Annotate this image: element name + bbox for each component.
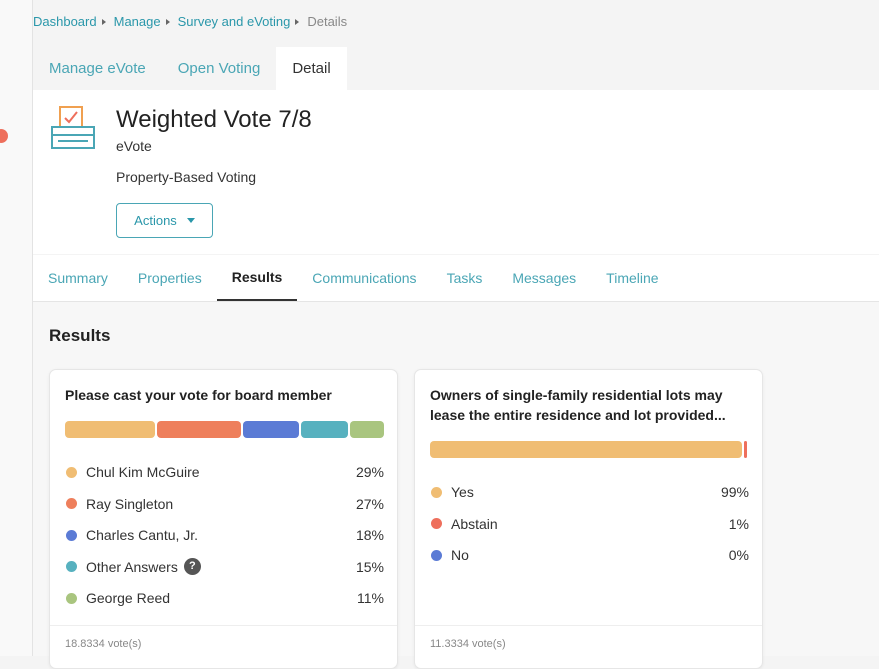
vote-count: 11.3334 vote(s) — [430, 638, 506, 650]
result-card: Please cast your vote for board member Ch… — [49, 369, 398, 669]
vote-type: eVote — [116, 138, 152, 154]
option-name: Yes — [451, 484, 474, 500]
breadcrumb-separator — [295, 18, 300, 25]
sub-tab[interactable]: Tasks — [446, 270, 483, 286]
actions-button[interactable]: Actions — [116, 203, 213, 238]
option-row: Yes 99% — [430, 482, 749, 502]
bar-segment — [301, 421, 348, 438]
option-row: Other Answers? 15% — [65, 557, 384, 577]
card-divider — [50, 625, 397, 626]
top-tab[interactable]: Manage eVote — [49, 60, 146, 77]
breadcrumb-item[interactable]: Dashboard — [33, 14, 106, 29]
legend-dot — [431, 486, 442, 498]
option-percent: 0% — [728, 547, 749, 564]
notification-dot — [0, 129, 8, 143]
legend-dot — [66, 592, 77, 604]
actions-label: Actions — [134, 213, 177, 228]
top-tab[interactable]: Open Voting — [177, 60, 261, 77]
breadcrumb: Dashboard Manage Survey and eVoting Details — [33, 14, 355, 29]
header-panel: Weighted Vote 7/8 eVote Property-Based V… — [33, 90, 879, 254]
option-name: Charles Cantu, Jr. — [86, 527, 199, 544]
option-name: Ray Singleton — [86, 495, 174, 512]
breadcrumb-text: Details — [307, 14, 348, 29]
sub-tab[interactable]: Results — [216, 255, 298, 301]
option-name: Chul Kim McGuire — [86, 464, 200, 480]
help-icon[interactable]: ? — [183, 558, 201, 576]
option-row: No 0% — [430, 545, 749, 565]
option-percent: 29% — [355, 464, 384, 480]
sub-tab[interactable]: Properties — [137, 270, 202, 286]
breadcrumb-item: Details — [307, 14, 347, 29]
option-percent: 18% — [355, 527, 384, 544]
breadcrumb-item[interactable]: Manage — [114, 14, 170, 29]
vote-title: Weighted Vote 7/8 — [116, 106, 312, 133]
bar-segment — [243, 421, 300, 438]
sub-tab[interactable]: Communications — [312, 270, 417, 286]
option-row: Abstain 1% — [430, 514, 749, 534]
option-percent: 11% — [357, 590, 384, 607]
breadcrumb-separator — [101, 18, 106, 25]
breadcrumb-separator — [165, 18, 170, 25]
option-percent: 27% — [355, 495, 384, 512]
sidebar — [0, 0, 33, 656]
sub-tabs: Summary Properties Results Communications Ta… — [33, 255, 879, 302]
card-divider — [415, 625, 762, 626]
option-percent: 15% — [355, 558, 384, 575]
vote-category: Property-Based Voting — [116, 169, 257, 185]
results-heading: Results — [49, 326, 111, 345]
ballot-icon — [51, 106, 95, 149]
legend-dot — [431, 518, 442, 530]
option-row: Chul Kim McGuire 29% — [65, 462, 384, 482]
dropdown-caret — [186, 218, 195, 223]
sub-tab[interactable]: Timeline — [606, 270, 659, 286]
option-percent: 99% — [720, 484, 749, 500]
breadcrumb-text: Dashboard — [33, 14, 97, 29]
legend-dot — [66, 466, 77, 478]
legend-dot — [66, 561, 77, 573]
question: Owners of single-family residential lots… — [430, 387, 726, 423]
option-name: No — [451, 547, 469, 564]
vote-count: 18.8334 vote(s) — [65, 638, 142, 650]
option-name: Abstain — [451, 515, 498, 532]
sub-tab[interactable]: Messages — [512, 270, 577, 286]
bar-segment — [349, 421, 384, 438]
bar-segment — [157, 421, 242, 438]
result-card: Owners of single-family residential lots… — [414, 369, 763, 669]
option-row: Ray Singleton 27% — [65, 494, 384, 514]
legend-dot — [66, 498, 77, 510]
option-row: George Reed 11% — [65, 588, 384, 608]
option-name: George Reed — [86, 590, 171, 607]
bar-segment — [430, 441, 742, 458]
bar-segment — [743, 441, 747, 458]
breadcrumb-text: Survey and eVoting — [177, 14, 291, 29]
legend-dot — [66, 529, 77, 541]
option-percent: 1% — [728, 515, 749, 532]
question: Please cast your vote for board member — [65, 387, 332, 403]
option-name: Other Answers — [86, 558, 178, 575]
top-tab[interactable]: Detail — [276, 47, 347, 90]
top-tabs: Manage eVote Open Voting Detail — [33, 47, 347, 90]
bar-segment — [65, 421, 156, 438]
breadcrumb-text: Manage — [113, 14, 161, 29]
legend-dot — [431, 549, 442, 561]
sub-tab[interactable]: Summary — [48, 270, 108, 286]
option-row: Charles Cantu, Jr. 18% — [65, 525, 384, 545]
breadcrumb-item[interactable]: Survey and eVoting — [178, 14, 300, 29]
